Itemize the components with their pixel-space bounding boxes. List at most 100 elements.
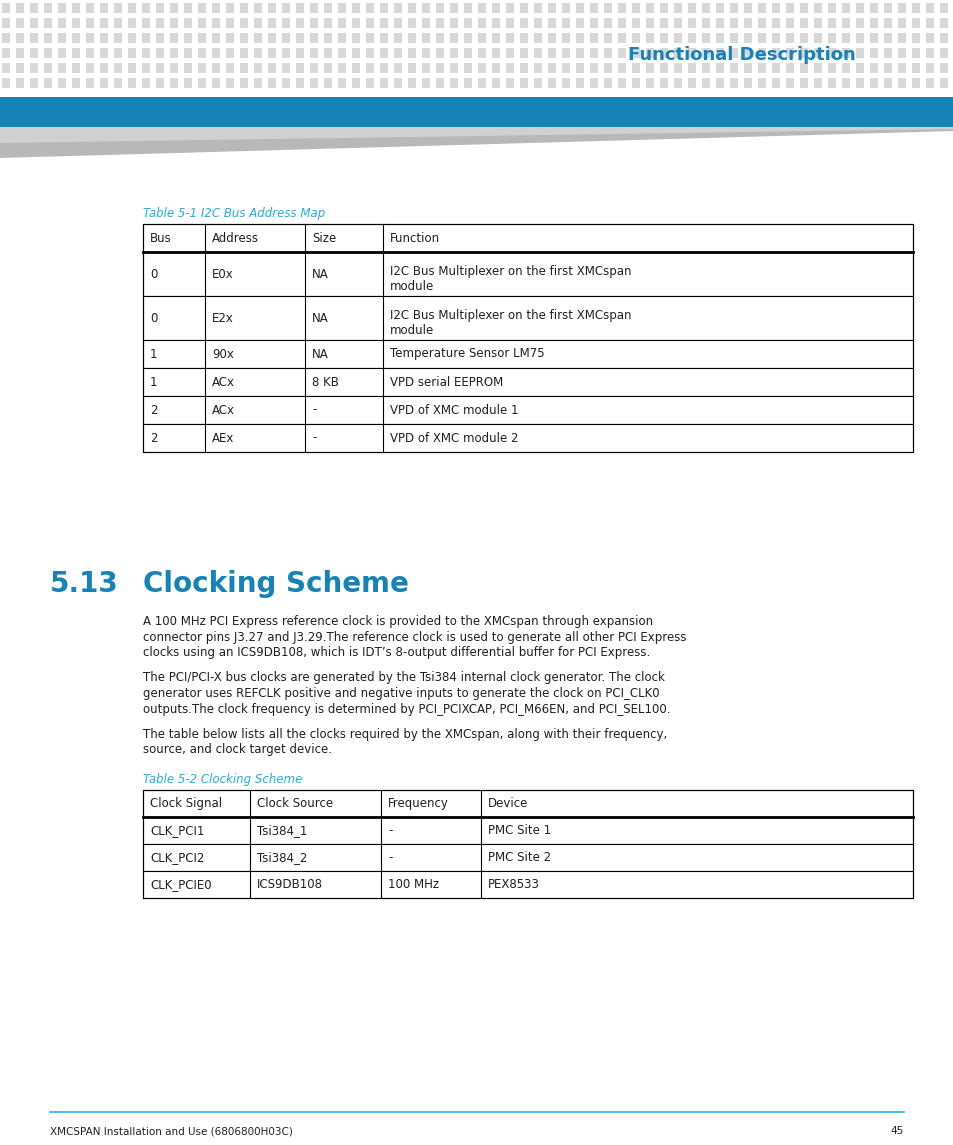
Bar bbox=[379, 33, 388, 44]
Text: ACx: ACx bbox=[212, 403, 234, 417]
Bar bbox=[295, 18, 304, 27]
Text: ICS9DB108: ICS9DB108 bbox=[256, 878, 323, 891]
Bar bbox=[156, 18, 164, 27]
Bar bbox=[492, 3, 499, 13]
Bar bbox=[379, 18, 388, 27]
Bar bbox=[100, 78, 108, 88]
Text: 45: 45 bbox=[890, 1126, 903, 1136]
Text: ACx: ACx bbox=[212, 376, 234, 388]
Bar bbox=[128, 33, 136, 44]
Text: NA: NA bbox=[312, 268, 329, 281]
Text: 8 KB: 8 KB bbox=[312, 376, 338, 388]
Bar bbox=[911, 63, 919, 73]
Bar bbox=[701, 18, 709, 27]
Bar bbox=[743, 48, 751, 58]
Bar bbox=[939, 63, 947, 73]
Bar bbox=[687, 33, 696, 44]
Bar bbox=[645, 63, 654, 73]
Bar bbox=[156, 3, 164, 13]
Bar bbox=[100, 18, 108, 27]
Bar bbox=[534, 78, 541, 88]
Bar bbox=[212, 3, 220, 13]
Text: VPD of XMC module 2: VPD of XMC module 2 bbox=[390, 432, 518, 444]
Bar bbox=[394, 3, 401, 13]
Bar bbox=[785, 78, 793, 88]
Bar bbox=[800, 78, 807, 88]
Bar bbox=[337, 18, 346, 27]
Bar bbox=[561, 18, 569, 27]
Bar bbox=[519, 33, 527, 44]
Bar bbox=[841, 48, 849, 58]
Bar bbox=[576, 48, 583, 58]
Text: AEx: AEx bbox=[212, 432, 234, 444]
Bar bbox=[716, 48, 723, 58]
Bar bbox=[939, 33, 947, 44]
Bar bbox=[240, 33, 248, 44]
Bar bbox=[729, 48, 738, 58]
Bar bbox=[324, 48, 332, 58]
Bar bbox=[366, 3, 374, 13]
Bar bbox=[813, 48, 821, 58]
Bar bbox=[827, 33, 835, 44]
Bar bbox=[143, 252, 912, 297]
Bar bbox=[421, 48, 430, 58]
Bar bbox=[855, 33, 863, 44]
Bar bbox=[253, 48, 262, 58]
Bar bbox=[379, 78, 388, 88]
Bar bbox=[603, 63, 612, 73]
Text: Functional Description: Functional Description bbox=[628, 46, 855, 64]
Text: module: module bbox=[390, 279, 434, 292]
Bar bbox=[352, 18, 359, 27]
Bar bbox=[198, 3, 206, 13]
Bar bbox=[925, 18, 933, 27]
Text: Clock Source: Clock Source bbox=[256, 797, 333, 810]
Text: Address: Address bbox=[212, 231, 258, 245]
Bar bbox=[212, 18, 220, 27]
Bar bbox=[71, 33, 80, 44]
Bar bbox=[869, 18, 877, 27]
Bar bbox=[701, 48, 709, 58]
Bar bbox=[352, 33, 359, 44]
Bar bbox=[394, 18, 401, 27]
Bar bbox=[58, 48, 66, 58]
Bar bbox=[603, 3, 612, 13]
Bar bbox=[2, 78, 10, 88]
Bar bbox=[310, 33, 317, 44]
Bar bbox=[813, 18, 821, 27]
Bar bbox=[883, 48, 891, 58]
Bar bbox=[71, 3, 80, 13]
Bar bbox=[869, 48, 877, 58]
Bar bbox=[337, 3, 346, 13]
Bar bbox=[184, 33, 192, 44]
Bar bbox=[44, 78, 52, 88]
Bar bbox=[310, 3, 317, 13]
Bar bbox=[240, 18, 248, 27]
Text: -: - bbox=[388, 851, 392, 864]
Bar bbox=[352, 48, 359, 58]
Bar bbox=[86, 48, 94, 58]
Bar bbox=[603, 33, 612, 44]
Bar bbox=[170, 48, 178, 58]
Text: PMC Site 2: PMC Site 2 bbox=[488, 851, 551, 864]
Bar bbox=[911, 48, 919, 58]
Bar bbox=[505, 78, 514, 88]
Bar bbox=[771, 18, 780, 27]
Text: 1: 1 bbox=[150, 347, 157, 361]
Bar bbox=[813, 33, 821, 44]
Bar bbox=[143, 224, 912, 452]
Text: module: module bbox=[390, 324, 434, 337]
Bar bbox=[519, 18, 527, 27]
Bar bbox=[869, 3, 877, 13]
Bar bbox=[86, 18, 94, 27]
Bar bbox=[226, 3, 233, 13]
Bar bbox=[143, 790, 912, 898]
Bar bbox=[701, 78, 709, 88]
Bar bbox=[71, 48, 80, 58]
Bar bbox=[184, 78, 192, 88]
Bar bbox=[576, 18, 583, 27]
Bar bbox=[450, 48, 457, 58]
Bar bbox=[337, 78, 346, 88]
Bar bbox=[477, 18, 485, 27]
Bar bbox=[113, 3, 122, 13]
Text: 2: 2 bbox=[150, 403, 157, 417]
